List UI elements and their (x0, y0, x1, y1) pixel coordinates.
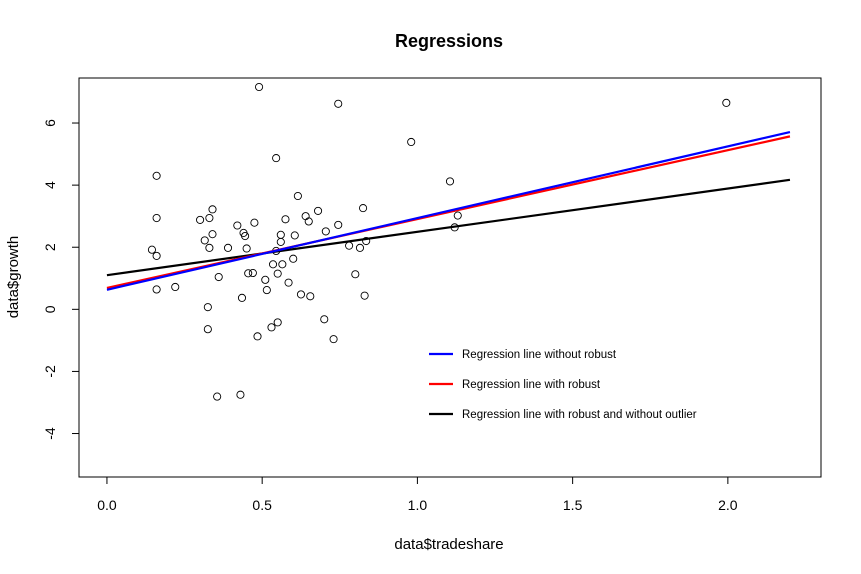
scatter-point (276, 237, 285, 246)
scatter-point (278, 260, 287, 269)
x-axis-label: data$tradeshare (394, 536, 503, 553)
scatter-point (214, 272, 223, 282)
scatter-point (152, 213, 161, 223)
scatter-point (244, 269, 253, 278)
scatter-point (147, 245, 157, 254)
scatter-point (205, 243, 214, 252)
scatter-point (248, 268, 257, 278)
scatter-point (152, 285, 161, 294)
y-tick-label: -4 (42, 427, 58, 440)
scatter-point (213, 392, 222, 401)
scatter-points (147, 82, 731, 401)
scatter-point (334, 99, 343, 108)
scatter-point (360, 291, 369, 300)
scatter-point (351, 270, 360, 279)
y-tick-label: 4 (42, 181, 58, 189)
scatter-point (276, 230, 285, 239)
scatter-point (453, 211, 462, 220)
scatter-point (268, 260, 278, 269)
x-axis: 0.0 0.5 1.0 1.5 2.0 (97, 476, 738, 513)
scatter-point (267, 323, 276, 332)
scatter-point (196, 215, 205, 224)
scatter-point (152, 251, 161, 260)
scatter-point (272, 154, 281, 163)
scatter-point (223, 243, 233, 252)
regression-lines (106, 130, 791, 291)
scatter-point (203, 325, 212, 334)
legend-label-2: Regression line with robust (462, 379, 601, 391)
x-tick-label: 1.5 (563, 497, 583, 513)
x-tick-label: 2.0 (718, 497, 738, 513)
scatter-point (200, 236, 209, 245)
legend-label-1: Regression line without robust (462, 349, 617, 361)
scatter-point (296, 290, 306, 299)
scatter-point (273, 318, 282, 327)
scatter-point (241, 231, 250, 241)
regression-line-3 (106, 178, 791, 277)
scatter-point (208, 230, 217, 239)
legend: Regression line without robust Regression… (429, 349, 697, 421)
scatter-point (205, 213, 214, 223)
scatter-point (281, 215, 290, 224)
scatter-point (289, 254, 298, 263)
scatter-point (301, 212, 310, 221)
y-tick-label: -2 (42, 365, 58, 378)
y-tick-label: 6 (42, 119, 58, 127)
x-tick-label: 0.0 (97, 497, 117, 513)
scatter-point (320, 315, 329, 324)
y-axis-label: data$growth (5, 236, 22, 319)
scatter-point (255, 82, 264, 92)
scatter-point (236, 390, 245, 399)
plot-frame (78, 77, 822, 478)
scatter-point (290, 231, 299, 240)
scatter-point (233, 221, 242, 230)
scatter-point (345, 241, 354, 250)
scatter-point (273, 269, 282, 278)
x-tick-label: 0.5 (252, 497, 272, 513)
x-tick-label: 1.0 (408, 497, 428, 513)
scatter-point (203, 303, 212, 312)
scatter-point (171, 282, 180, 292)
scatter-point (445, 177, 455, 186)
scatter-point (261, 275, 270, 284)
scatter-point (321, 227, 330, 236)
scatter-point (237, 293, 247, 302)
scatter-point (262, 286, 271, 295)
scatter-point (359, 204, 368, 213)
scatter-point (293, 191, 302, 201)
scatter-point (722, 98, 731, 107)
scatter-point (152, 171, 161, 180)
scatter-point (250, 218, 259, 227)
scatter-point (304, 217, 313, 226)
scatter-point (208, 205, 217, 214)
regression-line-1 (106, 130, 791, 291)
legend-label-3: Regression line with robust and without … (462, 409, 697, 421)
y-tick-label: 2 (42, 243, 58, 251)
scatter-point (355, 243, 365, 252)
scatter-point (314, 206, 323, 215)
scatter-point (306, 292, 315, 301)
scatter-point (253, 332, 262, 341)
scatter-point (362, 236, 371, 246)
scatter-point (242, 244, 251, 253)
scatter-point (329, 335, 338, 344)
y-tick-label: 0 (42, 305, 58, 313)
scatter-point (407, 137, 416, 147)
chart-title: Regressions (395, 31, 503, 51)
scatter-point (284, 278, 293, 287)
y-axis: -4 -2 0 2 4 6 (42, 119, 80, 440)
scatter-point (334, 220, 343, 229)
